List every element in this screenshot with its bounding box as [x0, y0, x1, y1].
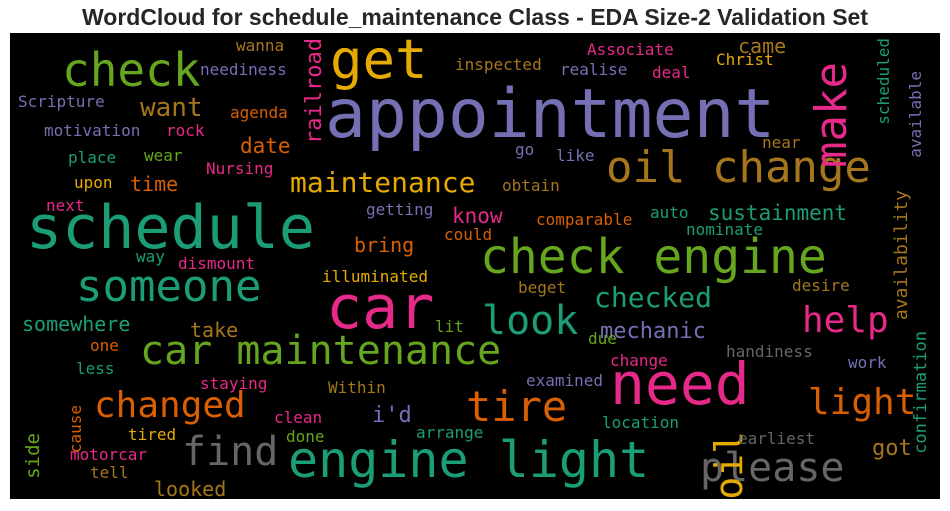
word-realise: realise	[560, 60, 628, 79]
word-date: date	[240, 134, 291, 158]
word-tire: tire	[466, 382, 568, 431]
word-desire: desire	[792, 276, 850, 295]
word-auto: auto	[650, 203, 689, 222]
word-near: near	[762, 133, 801, 152]
word-appointment: appointment	[325, 75, 776, 154]
word-rock: rock	[166, 121, 205, 140]
word-agenda: agenda	[230, 103, 288, 122]
word-inspected: inspected	[455, 55, 542, 74]
word-scheduled: scheduled	[874, 38, 893, 125]
word-getting: getting	[366, 200, 434, 219]
word-way: way	[136, 247, 165, 266]
word-maintenance: maintenance	[290, 166, 476, 199]
word-due: due	[588, 329, 617, 348]
word-change: change	[610, 351, 668, 370]
wordcloud-canvas: appointment schedule car need check engine en…	[10, 33, 940, 499]
word-tired: tired	[128, 425, 177, 444]
word-examined: examined	[526, 371, 604, 390]
word-sustainment: sustainment	[708, 201, 848, 225]
word-want: want	[140, 93, 203, 123]
word-need: need	[610, 350, 750, 418]
word-tell: tell	[90, 463, 129, 482]
word-wanna: wanna	[236, 36, 285, 55]
word-christ: Christ	[716, 50, 774, 69]
word-light: light	[808, 382, 917, 423]
word-upon: upon	[74, 173, 113, 192]
word-take: take	[190, 318, 239, 342]
word-associate: Associate	[587, 40, 674, 59]
word-somewhere: somewhere	[22, 312, 131, 336]
word-bring: bring	[354, 233, 415, 257]
word-mechanic: mechanic	[600, 319, 706, 344]
word-someone: someone	[76, 261, 262, 312]
word-check-engine: check engine	[480, 229, 827, 285]
word-go: go	[515, 140, 535, 159]
word-beget: beget	[518, 278, 567, 297]
word-confirmation: confirmation	[911, 331, 931, 454]
word-get: get	[330, 33, 428, 91]
word-one: one	[90, 336, 119, 355]
word-earliest: earliest	[738, 429, 816, 448]
word-please: please	[700, 445, 845, 491]
word-next: next	[46, 196, 85, 215]
word-scripture: Scripture	[18, 92, 105, 111]
word-within: Within	[328, 378, 386, 397]
word-available: available	[906, 71, 925, 158]
word-motivation: motivation	[44, 121, 141, 140]
word-help: help	[802, 300, 889, 341]
word-schedule: schedule	[26, 193, 315, 263]
word-less: less	[76, 359, 115, 378]
word-railroad: railroad	[302, 38, 327, 144]
word-know: know	[452, 204, 503, 228]
word-time: time	[130, 172, 179, 196]
word-done: done	[286, 427, 325, 446]
word-side: side	[22, 433, 44, 479]
word-could: could	[444, 225, 493, 244]
word-deal: deal	[652, 63, 691, 82]
word-place: place	[68, 148, 117, 167]
word-motorcar: motorcar	[70, 445, 148, 464]
word-staying: staying	[200, 374, 268, 393]
word-oil-change: oil change	[606, 142, 871, 193]
word-obtain: obtain	[502, 176, 560, 195]
word-comparable: comparable	[536, 210, 633, 229]
word-make: make	[806, 62, 857, 168]
word-i-d: i'd	[372, 403, 412, 428]
word-wear: wear	[144, 146, 183, 165]
chart-title: WordCloud for schedule_maintenance Class…	[81, 4, 868, 30]
word-car-maintenance: car maintenance	[140, 328, 502, 374]
word-work: work	[848, 353, 887, 372]
word-nominate: nominate	[686, 220, 764, 239]
word-changed: changed	[94, 385, 246, 426]
word-check: check	[62, 43, 201, 97]
word-handiness: handiness	[726, 342, 813, 361]
word-neediness: neediness	[200, 60, 287, 79]
word-checked: checked	[594, 281, 713, 314]
word-arrange: arrange	[416, 423, 484, 442]
word-nursing: Nursing	[206, 159, 274, 178]
word-lit: lit	[435, 317, 464, 336]
word-look: look	[482, 298, 579, 344]
word-availability: availability	[891, 190, 912, 321]
word-dismount: dismount	[178, 254, 256, 273]
word-clean: clean	[274, 408, 323, 427]
word-looked: looked	[154, 477, 227, 499]
word-came: came	[738, 34, 787, 58]
word-illuminated: illuminated	[322, 267, 428, 286]
word-like: like	[556, 146, 595, 165]
word-find: find	[182, 429, 279, 475]
word-got: got	[872, 436, 912, 461]
word-location: location	[602, 413, 680, 432]
word-car: car	[326, 273, 435, 343]
word-engine-light: engine light	[288, 431, 650, 489]
